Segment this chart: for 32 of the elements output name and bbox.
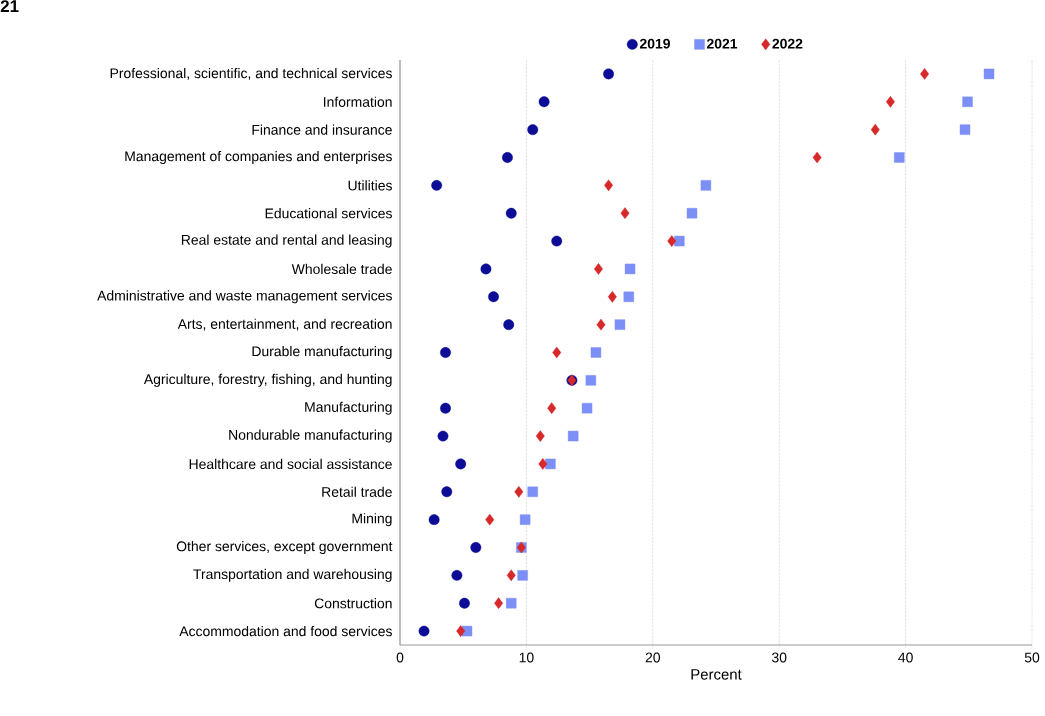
legend-label: 2021 xyxy=(706,38,738,49)
y-tick-label: Mining xyxy=(352,513,392,527)
y-tick-label: Nondurable manufacturing xyxy=(229,429,392,443)
x-tick-label: 30 xyxy=(771,652,787,663)
y-tick-label: Arts, entertainment, and recreation xyxy=(177,318,392,331)
y-tick-label: Durable manufacturing xyxy=(252,346,392,359)
legend-label: 2022 xyxy=(772,38,803,49)
y-tick-label: Transportation and warehousing xyxy=(193,568,392,582)
x-axis-title: Percent xyxy=(691,669,742,680)
x-tick-label: 0 xyxy=(396,652,404,663)
text: 21 xyxy=(0,0,19,13)
y-tick-label: Accommodation and food services xyxy=(179,625,392,637)
y-tick-label: Other services, except government xyxy=(176,541,393,554)
x-tick-label: 10 xyxy=(519,652,534,663)
y-tick-label: Educational services xyxy=(265,208,392,219)
legend-label: 2019 xyxy=(639,38,670,49)
y-tick-label: Healthcare and social assistance xyxy=(189,458,392,470)
x-tick-label: 50 xyxy=(1024,652,1040,663)
y-tick-label: Finance and insurance xyxy=(252,124,392,135)
x-tick-label: 20 xyxy=(645,652,661,663)
y-tick-label: Construction xyxy=(314,598,392,609)
y-tick-label: Real estate and rental and leasing xyxy=(181,234,392,248)
y-tick-label: Wholesale trade xyxy=(291,263,392,275)
y-tick-label: Management of companies and enterprises xyxy=(125,151,392,164)
y-tick-label: Information xyxy=(323,96,392,107)
y-tick-label: Retail trade xyxy=(322,486,392,497)
y-tick-label: Administrative and waste management services xyxy=(97,290,392,304)
x-tick-label: 40 xyxy=(898,652,913,663)
y-tick-label: Utilities xyxy=(348,180,392,191)
y-tick-label: Agriculture, forestry, fishing, and hunting xyxy=(143,373,392,387)
y-tick-label: Professional, scientific, and technical services xyxy=(110,67,392,80)
y-tick-label: Manufacturing xyxy=(305,401,392,415)
